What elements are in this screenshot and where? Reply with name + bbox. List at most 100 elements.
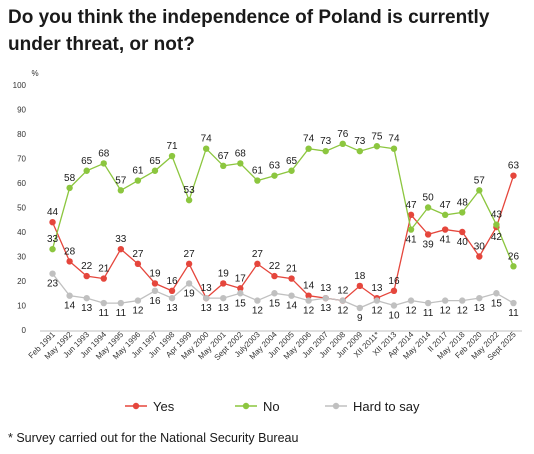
y-tick-label: 0 [22, 326, 27, 335]
data-point-hard-to-say [220, 294, 227, 302]
data-point-no [66, 184, 73, 192]
data-label-hard-to-say: 15 [491, 298, 503, 309]
data-label-no: 67 [218, 151, 230, 162]
data-point-hard-to-say [151, 287, 159, 294]
data-point-hard-to-say [476, 294, 483, 302]
data-point-hard-to-say [322, 294, 329, 302]
data-label-yes: 27 [132, 249, 144, 260]
footnote: * Survey carried out for the National Se… [8, 431, 299, 445]
legend-marker-yes [132, 402, 140, 410]
data-label-hard-to-say: 19 [184, 288, 196, 299]
series-line-yes [51, 175, 515, 302]
data-label-hard-to-say: 13 [166, 303, 178, 314]
series-layer [49, 140, 517, 312]
y-tick-label: 60 [17, 179, 26, 188]
data-point-yes [254, 260, 261, 268]
data-point-no [407, 226, 415, 233]
y-tick-label: 30 [17, 253, 26, 262]
data-label-yes: 47 [405, 200, 417, 211]
data-label-no: 48 [457, 197, 469, 208]
data-label-no: 41 [405, 235, 417, 246]
data-label-no: 26 [508, 251, 520, 262]
data-point-hard-to-say [373, 297, 381, 304]
data-point-hard-to-say [493, 290, 500, 297]
data-point-no [271, 172, 278, 179]
data-point-no [510, 263, 517, 270]
data-label-hard-to-say: 13 [201, 303, 213, 314]
data-point-hard-to-say [100, 299, 107, 307]
legend-label-yes: Yes [153, 399, 175, 414]
data-point-hard-to-say [185, 280, 193, 287]
data-point-hard-to-say [459, 297, 466, 304]
data-label-no: 57 [115, 175, 127, 186]
data-label-hard-to-say: 15 [269, 298, 281, 309]
data-label-no: 74 [388, 134, 400, 145]
data-label-hard-to-say: 13 [474, 303, 486, 314]
data-label-yes: 42 [491, 232, 503, 243]
data-point-hard-to-say [271, 290, 278, 297]
series-line-no [51, 143, 515, 267]
data-point-yes [271, 272, 278, 280]
data-point-hard-to-say [339, 297, 346, 304]
data-point-no [424, 204, 432, 211]
data-point-hard-to-say [66, 292, 73, 299]
data-point-yes [168, 287, 176, 294]
legend: Yes No Hard to say [125, 399, 420, 414]
data-point-yes [441, 226, 449, 233]
data-label-hard-to-say: 12 [405, 306, 417, 317]
data-label-no: 65 [149, 156, 161, 167]
data-label-yes: 41 [440, 235, 452, 246]
data-label-hard-to-say: 16 [149, 296, 161, 307]
data-label-no: 71 [166, 141, 178, 152]
data-point-no [185, 196, 193, 204]
data-label-yes: 16 [166, 276, 178, 287]
data-point-no [339, 140, 346, 147]
data-point-hard-to-say [83, 294, 90, 302]
data-point-hard-to-say [202, 294, 210, 302]
y-tick-label: 80 [17, 130, 26, 139]
data-point-hard-to-say [288, 292, 295, 299]
data-point-no [476, 187, 483, 194]
data-label-no: 50 [423, 193, 435, 204]
data-label-hard-to-say: 11 [423, 308, 434, 319]
data-point-no [168, 152, 176, 160]
data-point-yes [117, 245, 125, 253]
data-point-no [83, 167, 90, 174]
data-label-no: 75 [371, 131, 383, 142]
data-label-yes: 22 [81, 261, 93, 272]
data-label-yes: 33 [115, 234, 127, 245]
data-point-no [117, 187, 125, 194]
data-label-no: 65 [286, 156, 298, 167]
data-point-no [134, 177, 142, 184]
data-point-hard-to-say [305, 297, 312, 304]
data-point-hard-to-say [254, 297, 261, 304]
data-point-yes [459, 228, 466, 236]
data-point-yes [407, 211, 415, 219]
data-label-no: 76 [337, 129, 349, 140]
data-label-no: 53 [184, 185, 196, 196]
data-label-yes: 27 [252, 249, 264, 260]
data-point-no [151, 167, 159, 174]
y-tick-label: 10 [17, 302, 26, 311]
data-point-no [493, 221, 500, 228]
data-label-hard-to-say: 10 [388, 311, 400, 322]
data-label-yes: 19 [218, 268, 230, 279]
data-point-no [202, 145, 210, 152]
data-label-yes: 44 [47, 207, 59, 218]
data-point-yes [356, 282, 364, 290]
data-label-yes: 30 [474, 242, 486, 253]
data-label-yes: 22 [269, 261, 281, 272]
data-label-hard-to-say: 12 [132, 306, 144, 317]
data-point-yes [305, 292, 312, 299]
data-point-no [305, 145, 312, 152]
data-label-yes: 63 [508, 161, 520, 172]
data-label-yes: 18 [354, 271, 366, 282]
data-label-hard-to-say: 13 [81, 303, 93, 314]
data-label-yes: 19 [149, 268, 161, 279]
y-tick-label: 20 [17, 277, 26, 286]
data-label-hard-to-say: 11 [508, 308, 519, 319]
data-label-yes: 40 [457, 237, 469, 248]
data-point-hard-to-say [510, 299, 517, 307]
y-axis: % 0 10 20 30 40 50 60 70 80 90 100 [13, 69, 39, 335]
data-labels: 44 33 23 28 58 14 22 65 13 21 68 11 33 57 11 27 61 12 19 65… [47, 129, 519, 324]
